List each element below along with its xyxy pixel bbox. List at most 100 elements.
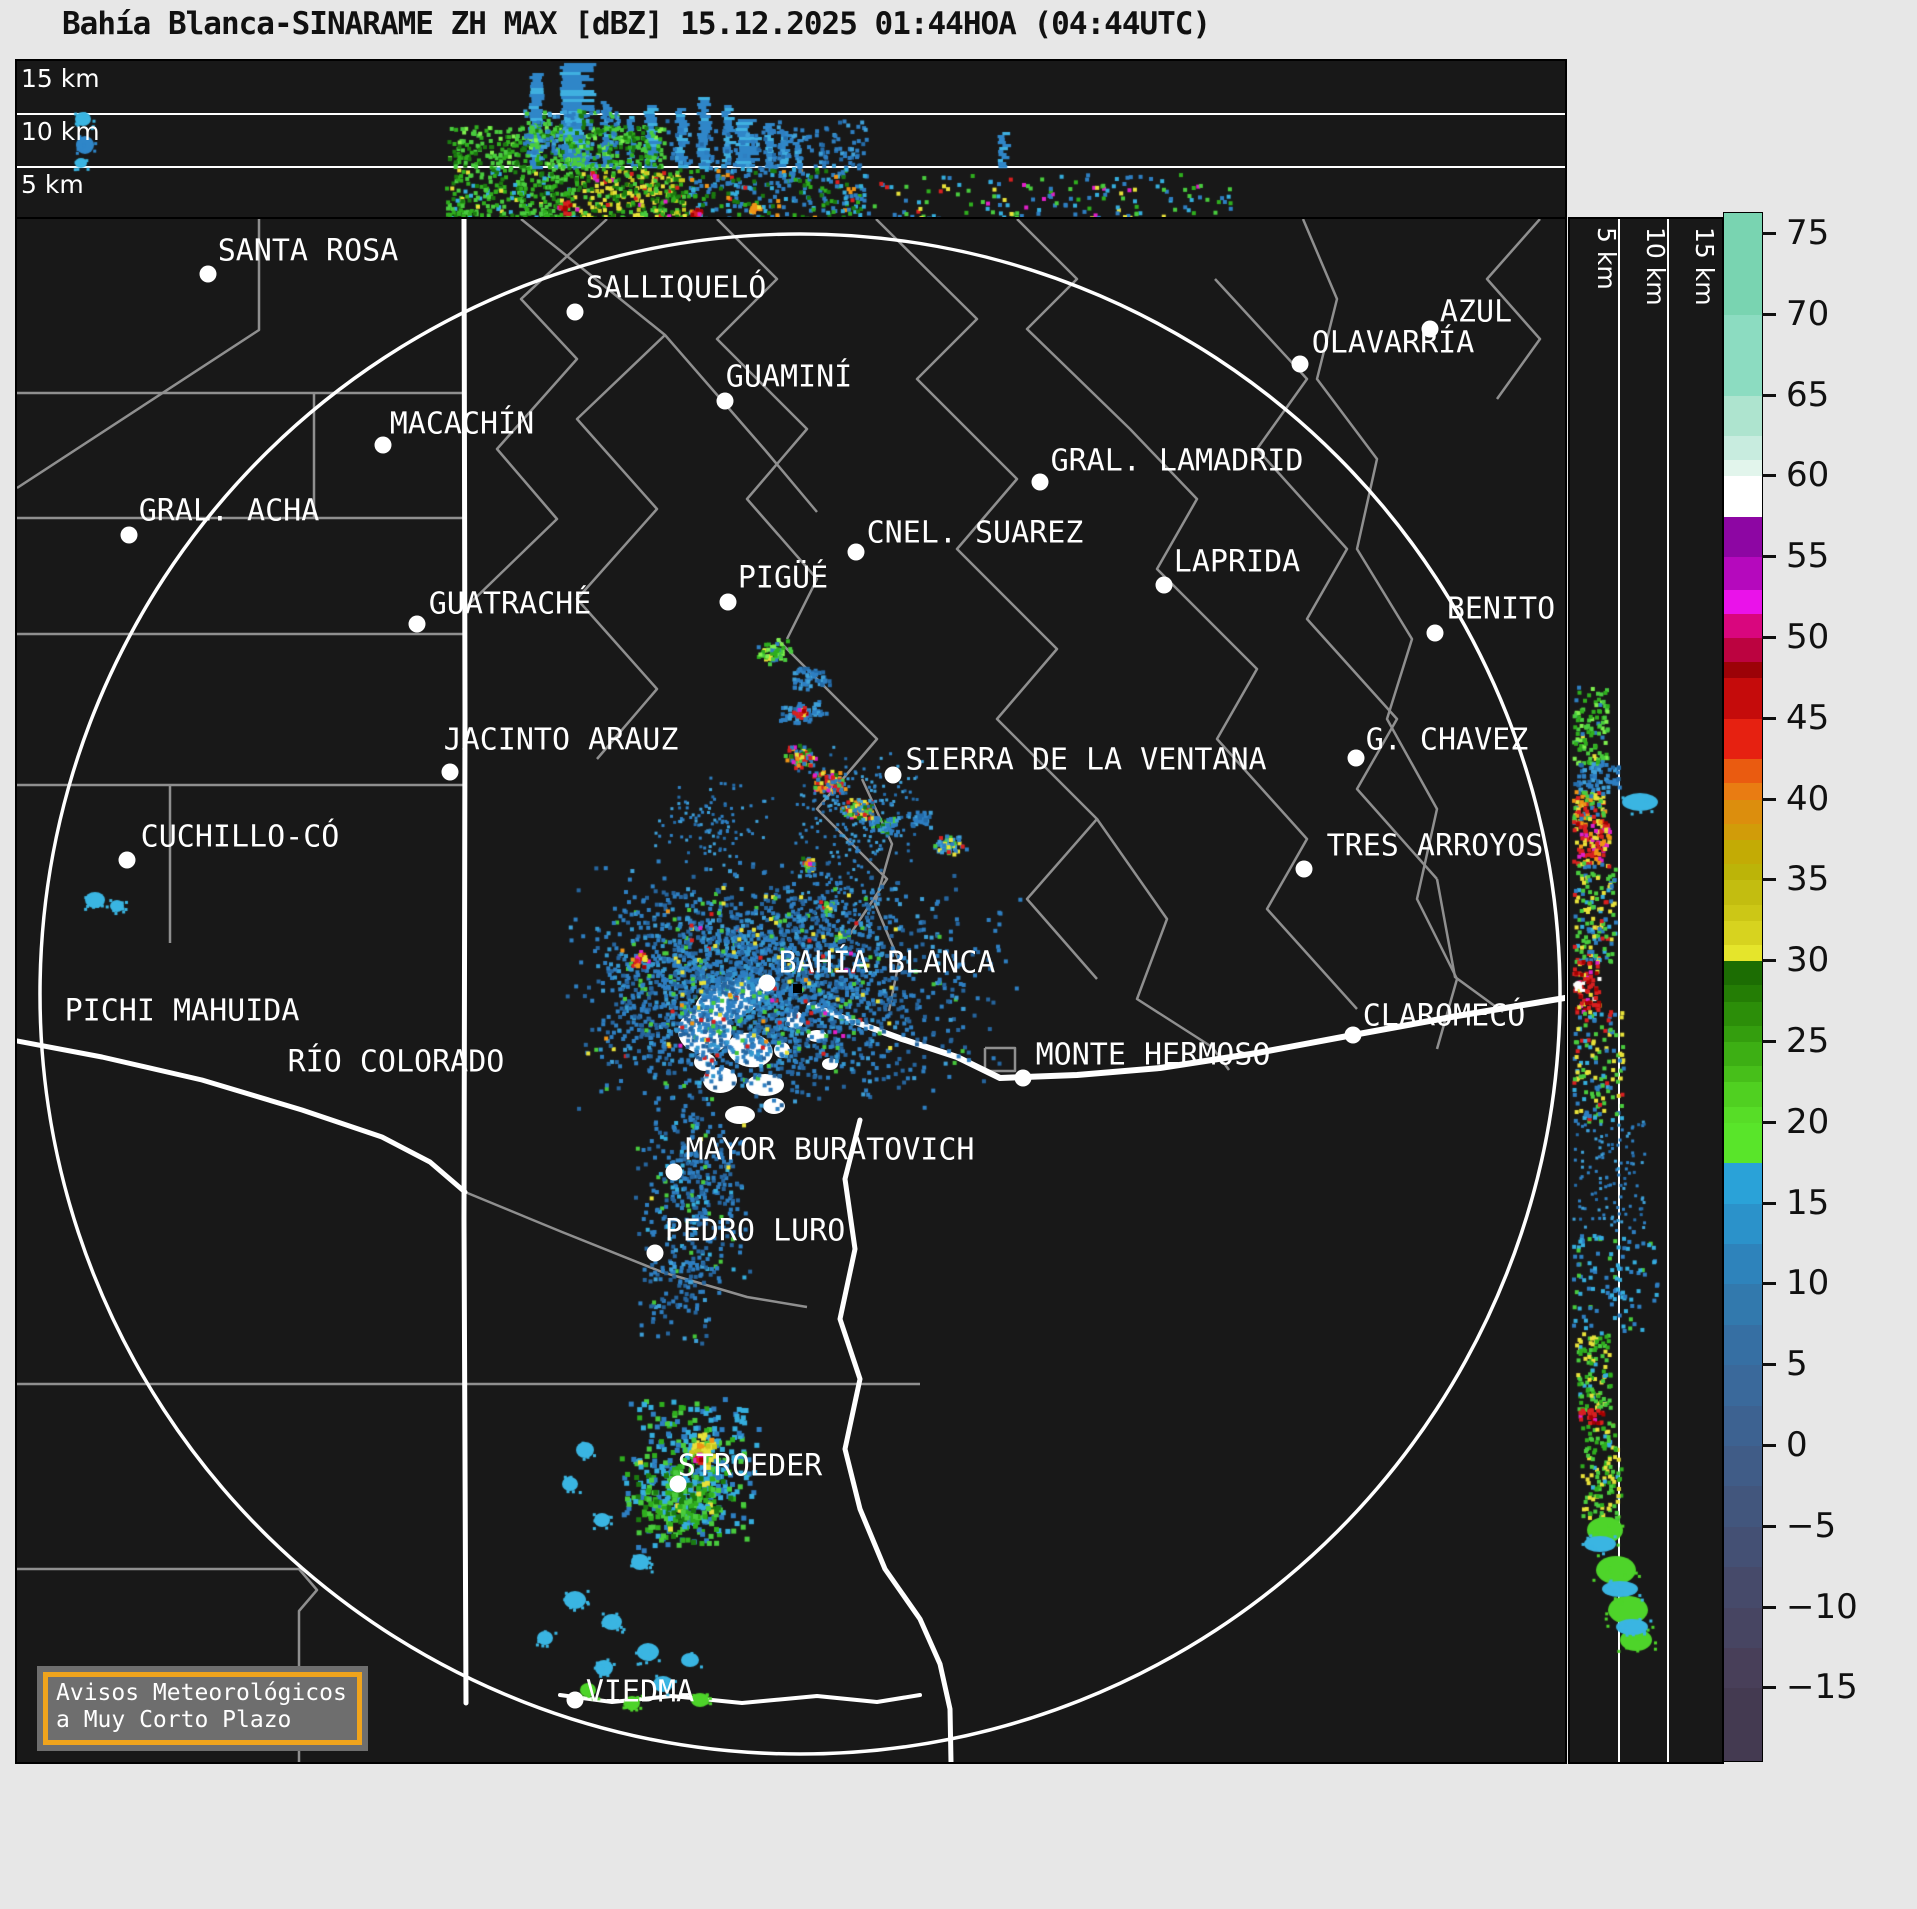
city-layer: SANTA ROSA SALLIQUELÓ GUAMINÍ MACACHÍN GRAL.… <box>17 219 1565 1762</box>
city-dot-tres-arroyos <box>1295 860 1313 878</box>
colorbar-tick-label-50: 50 <box>1786 617 1830 657</box>
city-dot-azul <box>1421 320 1439 338</box>
colorbar-segment <box>1724 1163 1762 1204</box>
colorbar-segment <box>1724 945 1762 962</box>
warning-line-2: a Muy Corto Plazo <box>56 1707 292 1734</box>
city-dot-laprida <box>1155 576 1173 594</box>
colorbar-tick-label-60: 60 <box>1786 455 1830 496</box>
city-label-guamin: GUAMINÍ <box>725 359 853 395</box>
colorbar-segment <box>1724 395 1762 436</box>
city-label-mayor-buratovich: MAYOR BURATOVICH <box>685 1132 975 1168</box>
city-dot-cuchillo-c <box>118 851 136 869</box>
colorbar-segment <box>1724 920 1762 946</box>
city-label-pedro-luro: PEDRO LURO <box>664 1213 846 1249</box>
top-profile-panel: 15 km 10 km 5 km <box>15 59 1567 221</box>
city-label-monte-hermoso: MONTE HERMOSO <box>1035 1037 1271 1073</box>
colorbar-segment <box>1724 1567 1762 1608</box>
colorbar-segment <box>1724 961 1762 986</box>
city-label-claromec: CLAROMECÓ <box>1362 998 1526 1034</box>
city-dot-pedro-luro <box>646 1244 664 1262</box>
colorbar-tick <box>1762 1363 1776 1367</box>
city-dot-sierra-de-la-ventana <box>884 766 902 784</box>
colorbar-tick-label-45: 45 <box>1786 697 1830 738</box>
city-label-guatrach: GUATRACHÉ <box>428 586 592 622</box>
colorbar-tick <box>1762 1282 1776 1286</box>
city-label-pig: PIGÜÉ <box>737 560 829 596</box>
city-label-macach-n: MACACHÍN <box>389 406 535 442</box>
colorbar-segment <box>1724 840 1762 865</box>
colorbar-segment <box>1724 314 1762 396</box>
colorbar-segment <box>1724 759 1762 784</box>
colorbar-tick <box>1762 636 1776 639</box>
city-label-santa-rosa: SANTA ROSA <box>217 233 399 269</box>
colorbar-segment <box>1724 864 1762 881</box>
colorbar-tick-label--5: −5 <box>1786 1505 1837 1546</box>
city-label-sierra-de-la-ventana: SIERRA DE LA VENTANA <box>905 742 1267 778</box>
altitude-label-10-km: 10 km <box>1641 227 1670 306</box>
colorbar-tick <box>1762 716 1776 720</box>
colorbar-tick-label-5: 5 <box>1786 1344 1808 1385</box>
city-dot-cnel-suarez <box>847 543 865 561</box>
colorbar-tick-label-0: 0 <box>1786 1425 1808 1465</box>
colorbar-tick <box>1762 1120 1776 1124</box>
map-echo-layer <box>17 219 1565 1762</box>
city-dot-guamin <box>716 392 734 410</box>
city-dot-g-chavez <box>1347 749 1365 767</box>
colorbar-segment <box>1724 1284 1762 1325</box>
city-label-salliquel: SALLIQUELÓ <box>585 270 767 306</box>
colorbar-segment <box>1724 1688 1762 1761</box>
colorbar-tick <box>1762 959 1776 963</box>
colorbar-tick <box>1762 232 1776 235</box>
city-dot-benito <box>1426 624 1444 642</box>
city-dot-guatrach <box>408 615 426 633</box>
colorbar-segment <box>1724 1203 1762 1244</box>
colorbar-segment <box>1724 1001 1762 1026</box>
dbz-colorbar <box>1723 212 1763 1762</box>
colorbar-segment <box>1724 662 1762 679</box>
city-dot-bah-a-blanca <box>758 974 776 992</box>
colorbar-segment <box>1724 1648 1762 1689</box>
city-dot-mayor-buratovich <box>665 1163 683 1181</box>
top-profile-echoes <box>17 61 1565 219</box>
colorbar-segment <box>1724 1526 1762 1568</box>
colorbar-segment <box>1724 1607 1762 1648</box>
colorbar-segment <box>1724 1324 1762 1366</box>
altitude-label-15-km: 15 km <box>1690 227 1719 306</box>
city-dot-viedma <box>566 1691 584 1709</box>
city-label-benito: BENITO <box>1446 591 1556 627</box>
colorbar-tick-label--10: −10 <box>1786 1586 1858 1627</box>
colorbar-tick-label-15: 15 <box>1786 1182 1830 1223</box>
colorbar-tick-label-20: 20 <box>1786 1101 1830 1142</box>
colorbar-tick <box>1762 1444 1776 1447</box>
city-dot-olavarr-a <box>1291 355 1309 373</box>
city-label-viedma: VIEDMA <box>585 1674 695 1710</box>
colorbar-segment <box>1724 1042 1762 1067</box>
colorbar-segment <box>1724 436 1762 461</box>
colorbar-segment <box>1724 1082 1762 1107</box>
colorbar-segment <box>1724 213 1762 315</box>
colorbar-segment <box>1724 1446 1762 1487</box>
city-label-bah-a-blanca: BAHÍA BLANCA <box>778 945 996 981</box>
warning-banner[interactable]: Avisos Meteorológicos a Muy Corto Plazo <box>37 1666 368 1752</box>
colorbar-tick <box>1762 797 1776 801</box>
city-label-gral-acha: GRAL. ACHA <box>138 493 320 529</box>
colorbar-tick-label-70: 70 <box>1786 293 1830 334</box>
colorbar-segment <box>1724 1122 1762 1164</box>
city-label-r-o-colorado: RÍO COLORADO <box>287 1044 505 1080</box>
colorbar-tick <box>1762 1524 1776 1528</box>
colorbar-segment <box>1724 557 1762 590</box>
radar-site-marker <box>793 984 802 993</box>
colorbar-tick <box>1762 1040 1776 1043</box>
colorbar-tick-label--15: −15 <box>1786 1667 1858 1708</box>
colorbar-tick <box>1762 474 1776 478</box>
radar-map-panel: SANTA ROSA SALLIQUELÓ GUAMINÍ MACACHÍN GRAL.… <box>15 217 1567 1764</box>
colorbar-segment <box>1724 1025 1762 1042</box>
city-label-tres-arroyos: TRES ARROYOS <box>1326 828 1544 864</box>
city-dot-stroeder <box>669 1475 687 1493</box>
colorbar-segment <box>1724 718 1762 760</box>
city-dot-pig <box>719 593 737 611</box>
colorbar-segment <box>1724 823 1762 840</box>
colorbar-segment <box>1724 1486 1762 1527</box>
city-label-laprida: LAPRIDA <box>1173 544 1301 580</box>
